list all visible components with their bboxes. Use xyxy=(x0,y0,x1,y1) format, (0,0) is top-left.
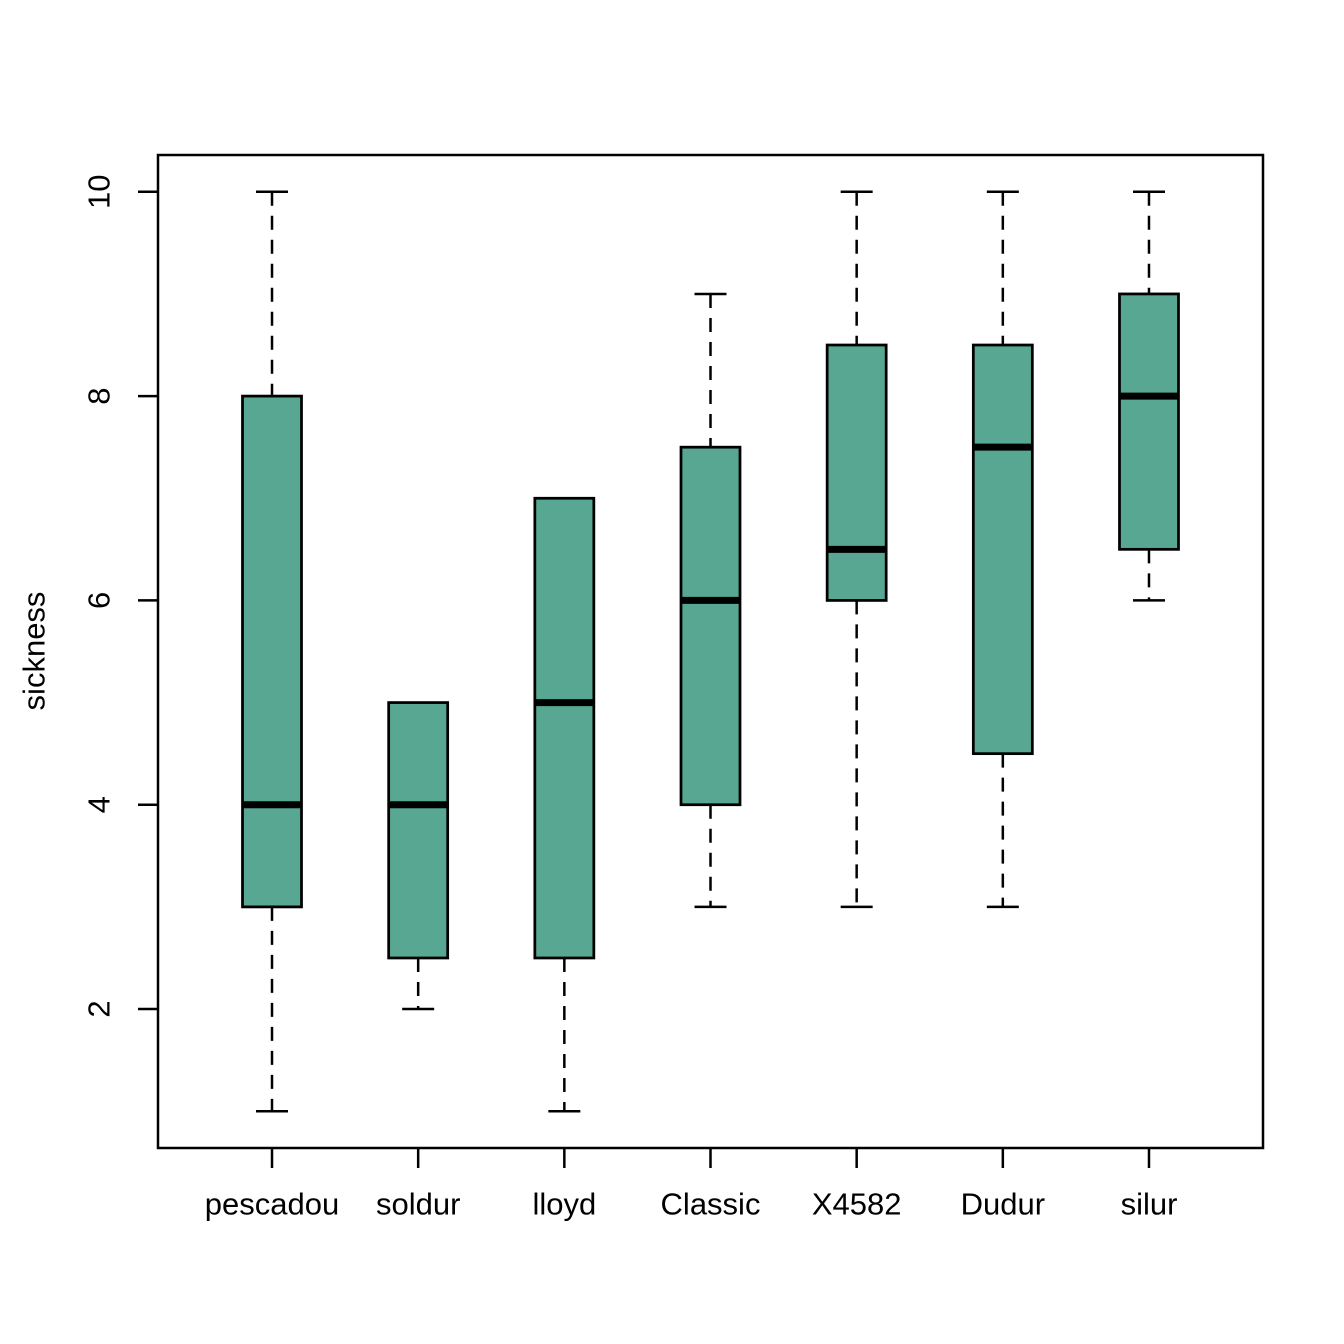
box-pescadou xyxy=(241,190,303,1113)
iqr-box xyxy=(1118,292,1180,551)
y-tick-label: 8 xyxy=(82,387,117,404)
y-axis-title: sickness xyxy=(17,592,52,711)
iqr-box xyxy=(533,496,596,960)
y-tick-label: 10 xyxy=(82,175,117,209)
y-tick-label: 4 xyxy=(82,796,117,813)
box-lloyd xyxy=(533,496,596,1113)
box-soldur xyxy=(387,701,450,1011)
iqr-box xyxy=(971,343,1034,756)
boxplot-boxes xyxy=(241,190,1180,1113)
x-tick-label: Classic xyxy=(661,1187,761,1222)
box-X4582 xyxy=(825,190,888,909)
iqr-box xyxy=(825,343,888,602)
iqr-box xyxy=(387,701,450,960)
y-tick-label: 2 xyxy=(82,1000,117,1017)
x-axis-ticks: pescadou soldur lloyd Classic X4582 Dudur silu… xyxy=(205,1148,1178,1222)
x-tick-label: X4582 xyxy=(812,1187,902,1222)
iqr-box xyxy=(679,445,742,807)
box-Classic xyxy=(679,292,742,909)
x-tick-label: silur xyxy=(1121,1187,1178,1222)
x-tick-label: soldur xyxy=(376,1187,460,1222)
y-tick-label: 6 xyxy=(82,592,117,609)
box-silur xyxy=(1118,190,1180,602)
y-axis-ticks: 2 4 6 8 10 xyxy=(82,175,158,1018)
x-tick-label: lloyd xyxy=(532,1187,596,1222)
x-tick-label: pescadou xyxy=(205,1187,339,1222)
box-Dudur xyxy=(971,190,1034,909)
iqr-box xyxy=(241,394,303,909)
x-tick-label: Dudur xyxy=(961,1187,1045,1222)
